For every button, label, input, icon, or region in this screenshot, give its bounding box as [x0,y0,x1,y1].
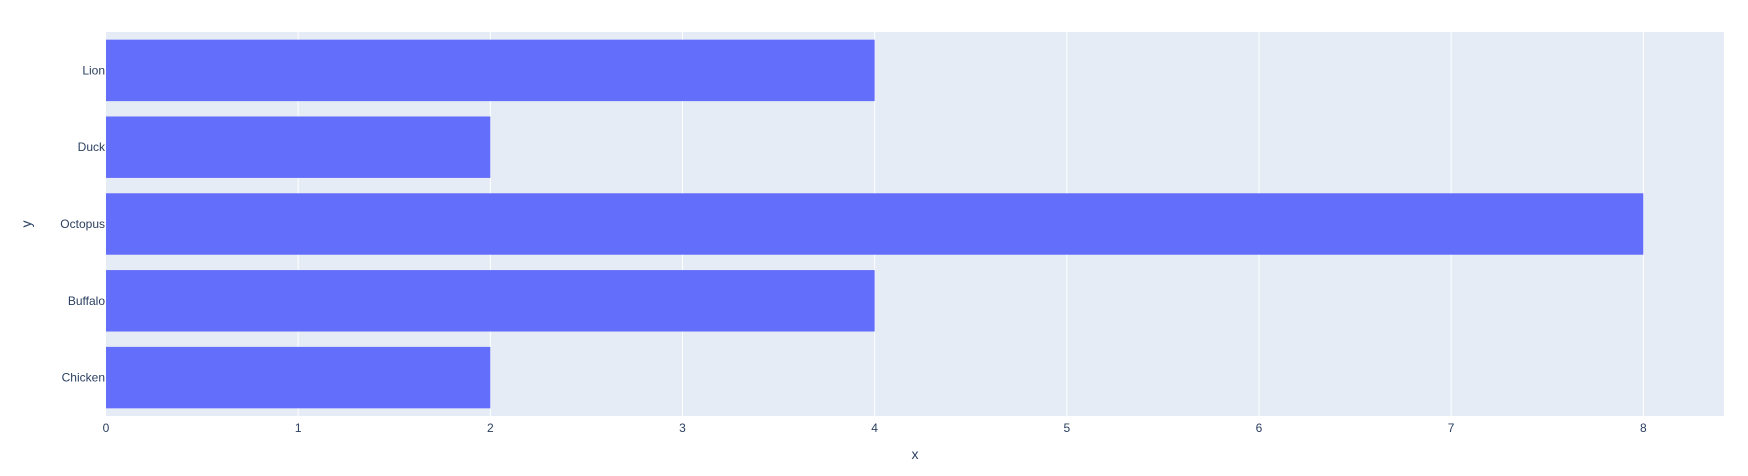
x-tick-label: 6 [1256,421,1263,435]
bar-lion [106,39,875,102]
x-tick-label: 4 [871,421,878,435]
bar-octopus [106,193,1644,255]
bar-chicken [106,346,491,409]
y-tick-label-duck: Duck [78,140,106,154]
bar-duck [106,116,491,178]
y-axis-title: y [18,221,34,228]
x-axis-ticks: 0 1 2 3 4 5 6 7 8 [103,421,1647,435]
x-tick-label: 1 [295,421,302,435]
y-tick-label-buffalo: Buffalo [68,294,105,308]
y-axis-ticks: Chicken Buffalo Octopus Duck Lion [60,63,106,384]
x-tick-label: 5 [1063,421,1070,435]
x-tick-label: 0 [103,421,110,435]
x-tick-label: 8 [1640,421,1647,435]
x-tick-label: 3 [679,421,686,435]
x-axis-title: x [912,446,919,462]
bar-buffalo [106,270,875,332]
bars [106,39,1644,409]
y-tick-label-octopus: Octopus [60,217,105,231]
y-tick-label-chicken: Chicken [62,371,105,385]
x-tick-label: 7 [1448,421,1455,435]
y-tick-label-lion: Lion [82,63,105,77]
x-tick-label: 2 [487,421,494,435]
